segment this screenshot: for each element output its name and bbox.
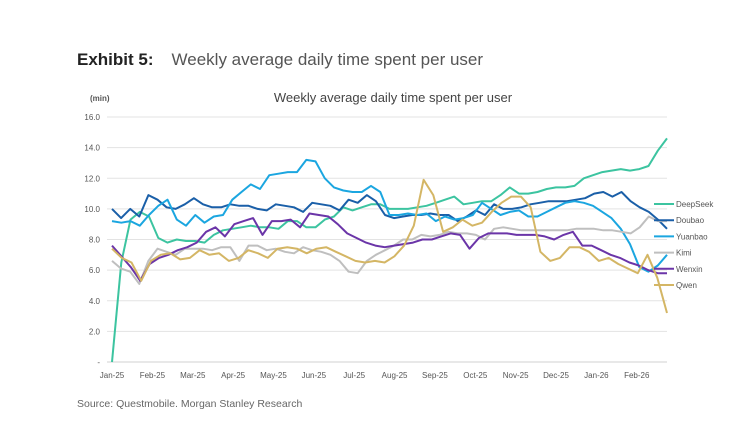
x-axis-ticks: Jan-25 Feb-25 Mar-25 Apr-25 May-25 Jun-25 Jul-… [100, 371, 650, 380]
exhibit-heading: Exhibit 5: Weekly average daily time spen… [77, 50, 483, 70]
x-tick-label: Feb-25 [140, 371, 166, 380]
legend-label: Kimi [676, 249, 692, 258]
x-tick-label: Dec-25 [543, 371, 569, 380]
x-tick-label: Nov-25 [503, 371, 529, 380]
x-tick-label: May-25 [260, 371, 287, 380]
legend: DeepSeek Doubao Yuanbao Kimi Wenxin Qwen [654, 200, 714, 290]
y-tick-label: 6.0 [89, 266, 101, 275]
x-tick-label: Sep-25 [422, 371, 448, 380]
series-line-doubao [111, 191, 668, 230]
x-tick-label: Feb-26 [624, 371, 650, 380]
y-tick-label: 12.0 [84, 174, 100, 183]
x-tick-label: Jan-26 [584, 371, 609, 380]
series-line-deepseek [111, 137, 668, 363]
x-tick-label: Aug-25 [382, 371, 408, 380]
x-tick-label: Oct-25 [463, 371, 488, 380]
exhibit-title: Weekly average daily time spent per user [171, 50, 484, 69]
gridlines [107, 116, 667, 363]
y-tick-label: 4.0 [89, 297, 101, 306]
y-tick-label: 8.0 [89, 236, 101, 245]
y-tick-label: 10.0 [84, 205, 100, 214]
x-tick-label: Apr-25 [221, 371, 246, 380]
x-tick-label: Jul-25 [343, 371, 365, 380]
legend-label: Yuanbao [676, 232, 708, 241]
series-line-yuanbao [111, 158, 668, 273]
legend-label: Wenxin [676, 265, 703, 274]
y-tick-label: - [97, 358, 100, 367]
y-tick-label: 14.0 [84, 144, 100, 153]
x-tick-label: Mar-25 [180, 371, 206, 380]
series-lines [111, 137, 668, 363]
series-line-kimi [111, 215, 667, 285]
legend-label: Qwen [676, 281, 697, 290]
legend-label: Doubao [676, 216, 705, 225]
chart-title: Weekly average daily time spent per user [274, 90, 513, 105]
exhibit-label: Exhibit 5: [77, 50, 154, 69]
series-line-qwen [111, 178, 668, 314]
y-tick-label: 16.0 [84, 113, 100, 122]
y-axis-unit: (min) [90, 94, 110, 103]
y-tick-label: 2.0 [89, 327, 101, 336]
x-tick-label: Jan-25 [100, 371, 125, 380]
source-note: Source: Questmobile. Morgan Stanley Rese… [77, 398, 303, 410]
legend-label: DeepSeek [676, 200, 714, 209]
series-line-wenxin [111, 212, 667, 282]
x-tick-label: Jun-25 [302, 371, 327, 380]
y-axis-ticks: - 2.0 4.0 6.0 8.0 10.0 12.0 14.0 16.0 [84, 113, 100, 367]
